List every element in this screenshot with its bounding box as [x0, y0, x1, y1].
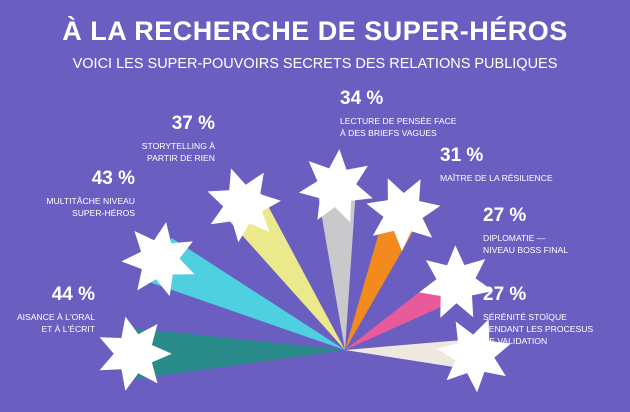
star [419, 245, 494, 318]
category-label: STORYTELLING À PARTIR DE RIEN [142, 141, 215, 163]
value-label: 34 % [340, 88, 383, 109]
value-label: 31 % [440, 145, 483, 166]
star [121, 222, 195, 297]
value-label: 43 % [92, 168, 135, 189]
category-label: LECTURE DE PENSÉE FACE À DES BRIEFS VAGUE… [340, 116, 457, 138]
star [207, 168, 281, 243]
ray [134, 328, 345, 379]
value-label: 27 % [483, 284, 526, 305]
star [366, 178, 441, 251]
ray [149, 237, 345, 350]
category-label: MULTITÂCHE NIVEAU SUPER-HÉROS [46, 196, 135, 218]
star [99, 316, 172, 391]
value-label: 44 % [52, 284, 95, 305]
title: À LA RECHERCHE DE SUPER-HÉROS [62, 15, 568, 46]
value-label: 27 % [483, 205, 526, 226]
category-label: MAÎTRE DE LA RÉSILIENCE [440, 173, 553, 183]
ray [345, 338, 475, 370]
category-label: SÉRÉNITÉ STOÏQUE PENDANT LES PROCESUS DE V… [483, 312, 593, 346]
category-label: AISANCE À L'ORAL ET À L'ÉCRIT [17, 312, 96, 334]
value-label: 37 % [172, 113, 215, 134]
subtitle: VOICI LES SUPER-POUVOIRS SECRETS DES REL… [73, 56, 558, 72]
star [437, 319, 511, 393]
ray [317, 187, 357, 350]
ray [226, 193, 345, 350]
star [298, 149, 373, 223]
category-label: DIPLOMATIE — NIVEAU BOSS FINAL [483, 233, 568, 255]
